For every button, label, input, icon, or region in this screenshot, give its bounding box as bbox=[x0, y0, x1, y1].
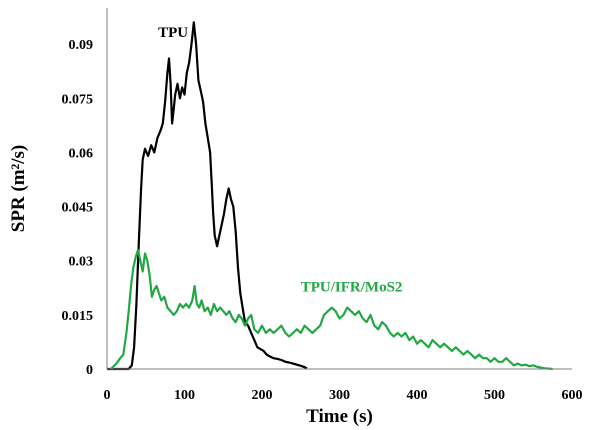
x-tick-label: 0 bbox=[104, 388, 111, 403]
x-tick-label: 200 bbox=[252, 388, 273, 403]
x-tick-label: 500 bbox=[484, 388, 505, 403]
x-tick-label: 600 bbox=[562, 388, 583, 403]
y-tick-label: 0.06 bbox=[69, 146, 94, 161]
y-tick-label: 0.075 bbox=[62, 92, 94, 107]
x-tick-label: 100 bbox=[174, 388, 195, 403]
y-tick-label: 0 bbox=[86, 363, 93, 378]
x-axis-title: Time (s) bbox=[306, 406, 373, 427]
y-tick-label: 0.015 bbox=[62, 309, 94, 324]
annotation-layer: TPU TPU/IFR/MoS2 bbox=[158, 25, 402, 296]
y-axis-title: SPR (m²/s) bbox=[8, 145, 29, 233]
y-tick-label: 0.09 bbox=[69, 38, 94, 53]
series-layer bbox=[107, 21, 553, 371]
series-line-tpu-ifr-mos2 bbox=[110, 248, 553, 371]
x-tick-label: 300 bbox=[329, 388, 350, 403]
y-tick-label: 0.045 bbox=[62, 201, 94, 216]
series-line-tpu bbox=[107, 21, 308, 371]
series-label: TPU bbox=[158, 25, 188, 41]
x-tick-label: 400 bbox=[407, 388, 428, 403]
axes-layer bbox=[106, 8, 572, 370]
ticks-layer: 0 100 200 300 400 500 600 0 0.015 0.03 0.045 0.06 0.… bbox=[62, 38, 583, 403]
y-tick-label: 0.03 bbox=[69, 255, 94, 270]
series-label: TPU/IFR/MoS2 bbox=[301, 279, 403, 295]
